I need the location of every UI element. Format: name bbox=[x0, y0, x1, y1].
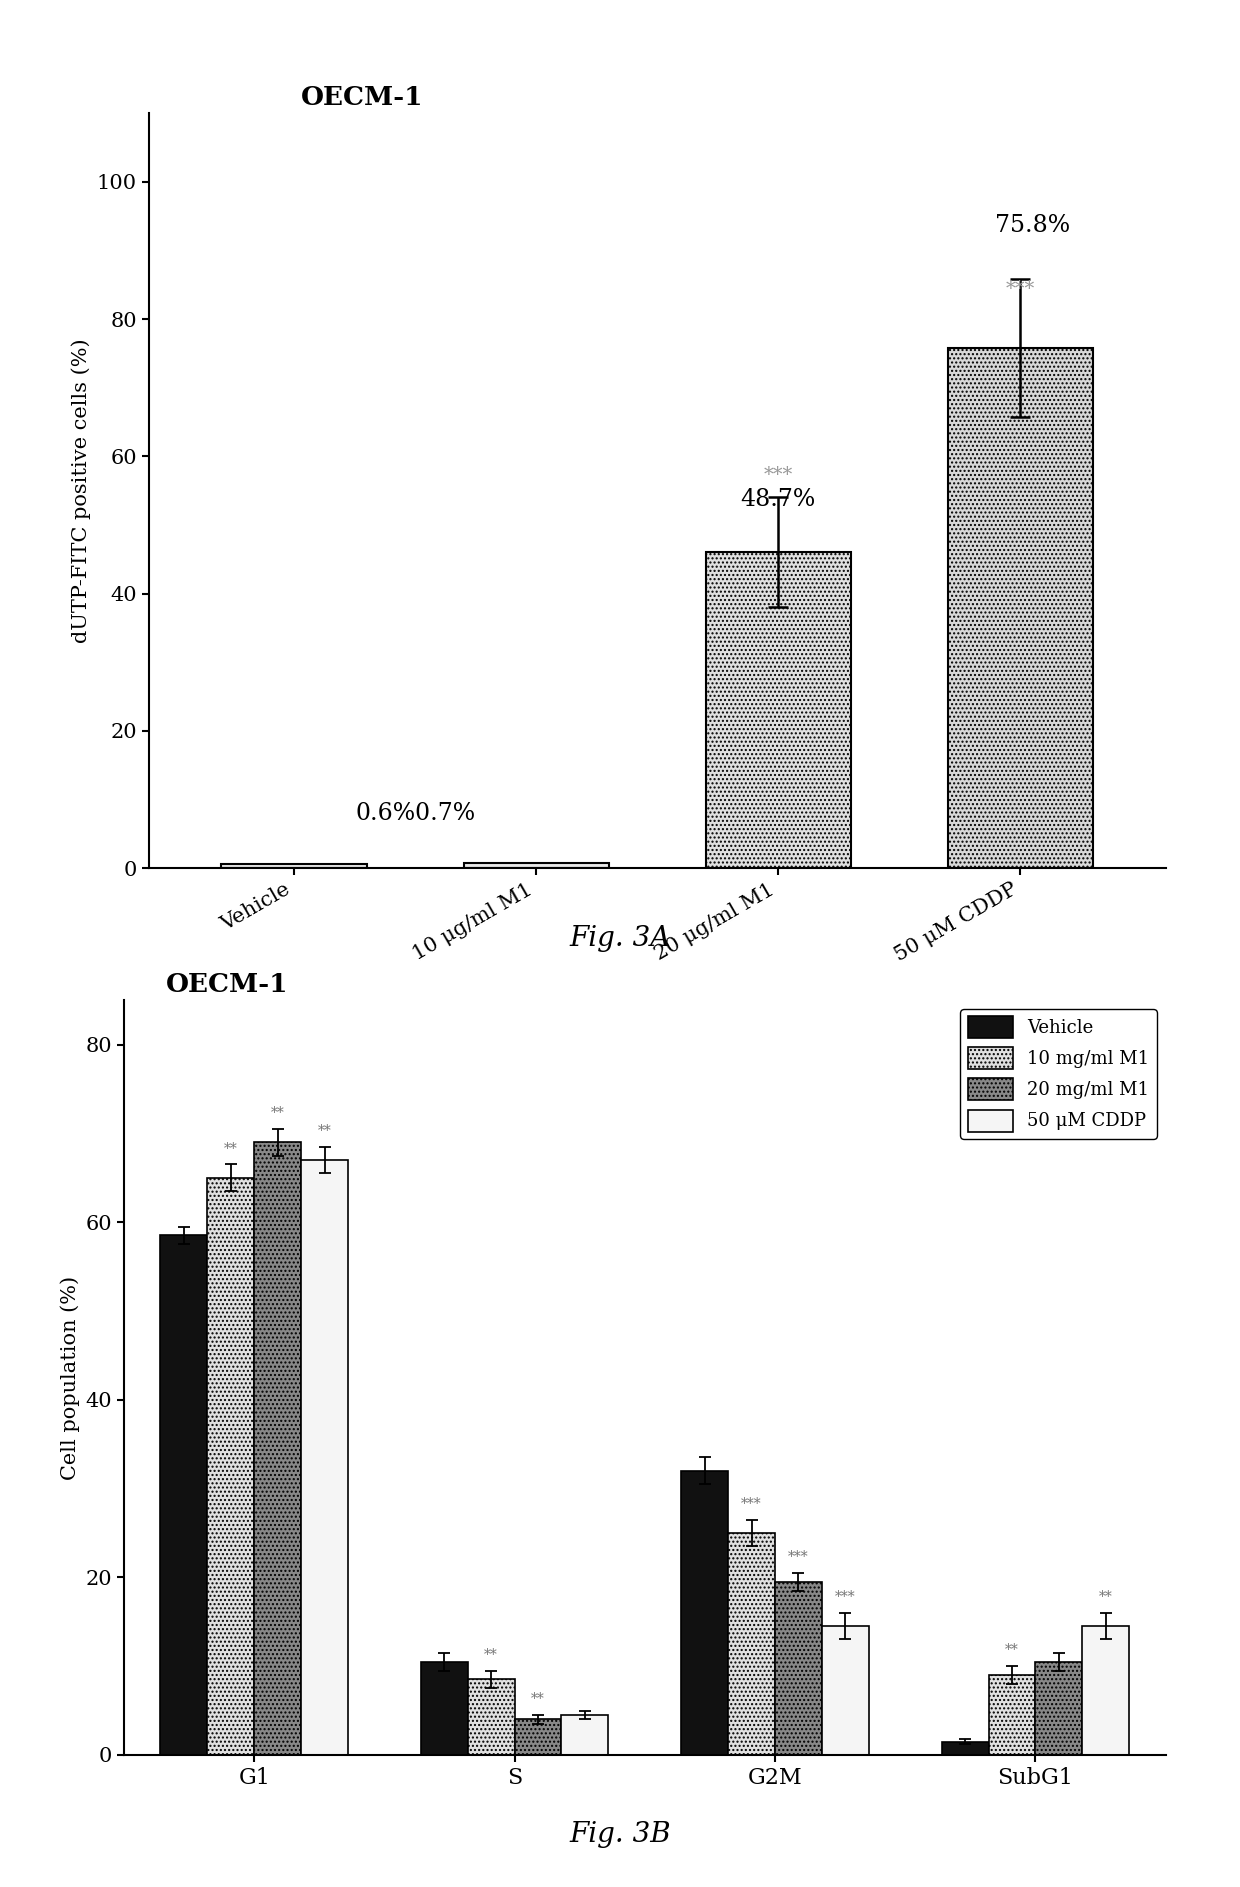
Bar bbox=[1035, 1662, 1083, 1755]
Bar bbox=[254, 1142, 301, 1755]
Y-axis label: dUTP-FITC positive cells (%): dUTP-FITC positive cells (%) bbox=[72, 338, 92, 643]
Bar bbox=[706, 553, 851, 868]
Bar bbox=[515, 1719, 562, 1755]
Text: 48.7%: 48.7% bbox=[740, 489, 816, 511]
Text: ***: *** bbox=[742, 1496, 761, 1511]
Text: **: ** bbox=[485, 1647, 498, 1662]
Text: OECM-1: OECM-1 bbox=[301, 85, 424, 109]
Bar bbox=[562, 1715, 609, 1755]
Text: Fig. 3A: Fig. 3A bbox=[569, 925, 671, 951]
Legend: Vehicle, 10 mg/ml M1, 20 mg/ml M1, 50 μM CDDP: Vehicle, 10 mg/ml M1, 20 mg/ml M1, 50 μM… bbox=[961, 1010, 1157, 1138]
Bar bbox=[775, 1581, 822, 1755]
Bar bbox=[988, 1676, 1035, 1755]
Bar bbox=[301, 1161, 348, 1755]
Text: ***: *** bbox=[835, 1591, 856, 1604]
Text: **: ** bbox=[1006, 1644, 1019, 1657]
Text: OECM-1: OECM-1 bbox=[166, 972, 288, 996]
Bar bbox=[420, 1662, 467, 1755]
Bar bbox=[728, 1532, 775, 1755]
Text: ***: *** bbox=[1006, 281, 1035, 298]
Bar bbox=[822, 1627, 869, 1755]
Text: ***: *** bbox=[764, 466, 792, 483]
Text: **: ** bbox=[317, 1125, 331, 1138]
Text: **: ** bbox=[224, 1142, 238, 1155]
Bar bbox=[160, 1236, 207, 1755]
Y-axis label: Cell population (%): Cell population (%) bbox=[61, 1276, 81, 1479]
Text: 0.6%0.7%: 0.6%0.7% bbox=[355, 802, 475, 825]
Bar bbox=[681, 1470, 728, 1755]
Bar bbox=[941, 1742, 988, 1755]
Bar bbox=[207, 1177, 254, 1755]
Text: **: ** bbox=[1099, 1591, 1112, 1604]
Text: **: ** bbox=[531, 1693, 544, 1706]
Text: 75.8%: 75.8% bbox=[994, 213, 1070, 236]
Text: Fig. 3B: Fig. 3B bbox=[569, 1821, 671, 1847]
Bar bbox=[467, 1679, 515, 1755]
Text: ***: *** bbox=[789, 1549, 808, 1564]
Bar bbox=[222, 864, 367, 868]
Bar bbox=[464, 862, 609, 868]
Bar bbox=[1083, 1627, 1130, 1755]
Text: **: ** bbox=[270, 1106, 284, 1121]
Bar bbox=[947, 347, 1092, 868]
